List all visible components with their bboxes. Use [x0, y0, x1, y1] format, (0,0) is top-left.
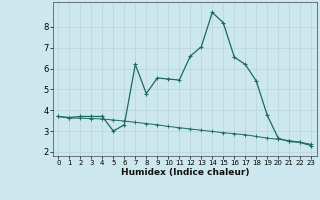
X-axis label: Humidex (Indice chaleur): Humidex (Indice chaleur)	[121, 168, 249, 177]
